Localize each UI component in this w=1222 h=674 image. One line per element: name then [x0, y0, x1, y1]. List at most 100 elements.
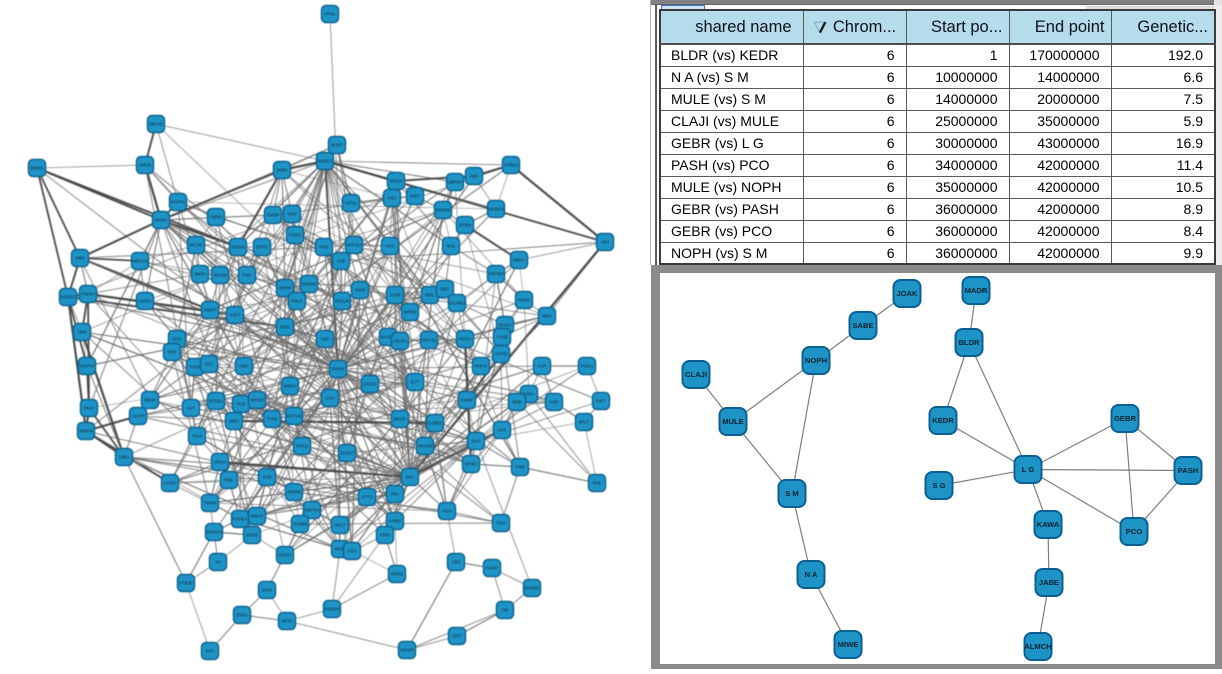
- svg-text:MADR: MADR: [965, 286, 988, 295]
- svg-text:WBII: WBII: [75, 256, 84, 261]
- svg-text:SSP: SSP: [321, 337, 330, 342]
- svg-text:JDIGL: JDIGL: [236, 613, 249, 618]
- svg-text:TJGA: TJGA: [524, 392, 535, 397]
- svg-text:KDLK: KDLK: [291, 299, 302, 304]
- svg-text:FDJI: FDJI: [496, 521, 505, 526]
- svg-text:GGGC: GGGC: [363, 382, 376, 387]
- svg-text:NFBJ: NFBJ: [282, 619, 293, 624]
- svg-text:WOCE: WOCE: [250, 398, 264, 403]
- svg-text:AITJ: AITJ: [348, 549, 357, 554]
- svg-text:PGRC: PGRC: [289, 233, 301, 238]
- svg-text:RSE: RSE: [593, 481, 602, 486]
- svg-text:OSCSL: OSCSL: [422, 338, 437, 343]
- svg-text:N A: N A: [805, 570, 818, 579]
- svg-text:NISB: NISB: [355, 288, 365, 293]
- svg-text:WUC: WUC: [84, 406, 94, 411]
- svg-text:WSPO: WSPO: [80, 364, 94, 369]
- svg-text:TWTBP: TWTBP: [488, 272, 503, 277]
- svg-text:DCG: DCG: [172, 337, 182, 342]
- svg-text:ABG: ABG: [469, 174, 479, 179]
- svg-text:DFBN: DFBN: [459, 223, 471, 228]
- svg-text:FMRD: FMRD: [210, 215, 222, 220]
- svg-text:OPCU: OPCU: [296, 444, 308, 449]
- svg-text:BFLT: BFLT: [579, 420, 590, 425]
- svg-text:HPFSU: HPFSU: [347, 243, 362, 248]
- svg-text:EKHB: EKHB: [246, 533, 258, 538]
- svg-text:BKGF: BKGF: [394, 417, 406, 422]
- svg-text:JSIJ: JSIJ: [601, 240, 609, 245]
- svg-text:ALMCH: ALMCH: [1024, 642, 1051, 651]
- svg-text:PLD: PLD: [237, 402, 245, 407]
- svg-text:WANA: WANA: [499, 323, 512, 328]
- svg-text:EPPS: EPPS: [256, 245, 268, 250]
- svg-text:FPAIL: FPAIL: [324, 12, 336, 17]
- svg-text:TNHM: TNHM: [204, 501, 217, 506]
- svg-text:SABE: SABE: [852, 321, 873, 330]
- svg-text:DLH: DLH: [472, 439, 481, 444]
- svg-text:JMRH: JMRH: [194, 272, 206, 277]
- svg-text:WPDK: WPDK: [404, 310, 417, 315]
- svg-text:LRO: LRO: [498, 428, 507, 433]
- svg-text:SAB: SAB: [263, 475, 272, 480]
- svg-text:UWU: UWU: [119, 455, 129, 460]
- svg-text:MDLP: MDLP: [251, 514, 263, 519]
- svg-text:RWPB: RWPB: [288, 490, 301, 495]
- svg-text:BMS: BMS: [280, 325, 289, 330]
- svg-text:GHJUB: GHJUB: [381, 335, 396, 340]
- svg-text:PNSD: PNSD: [518, 298, 530, 303]
- svg-text:OGITA: OGITA: [393, 339, 406, 344]
- svg-text:JOAK: JOAK: [896, 289, 918, 298]
- svg-text:HCH: HCH: [442, 509, 451, 514]
- svg-text:GEBR: GEBR: [1114, 414, 1136, 423]
- svg-text:KAWA: KAWA: [1037, 520, 1060, 529]
- svg-text:RNB: RNB: [512, 400, 521, 405]
- svg-text:MBACN: MBACN: [132, 259, 148, 264]
- svg-text:JABE: JABE: [1039, 578, 1059, 587]
- svg-text:WCRM: WCRM: [418, 444, 432, 449]
- svg-text:WNPM: WNPM: [79, 429, 93, 434]
- svg-text:NBKA: NBKA: [513, 258, 525, 263]
- svg-text:PCO: PCO: [1126, 527, 1143, 536]
- svg-text:BBAB: BBAB: [144, 398, 156, 403]
- svg-text:FBIL: FBIL: [224, 478, 234, 483]
- svg-text:JJUFP: JJUFP: [132, 414, 145, 419]
- svg-text:AUB: AUB: [337, 259, 346, 264]
- svg-text:EODM: EODM: [294, 522, 307, 527]
- svg-text:DBG: DBG: [229, 419, 239, 424]
- svg-text:JTTO: JTTO: [362, 495, 373, 500]
- svg-text:FGEU: FGEU: [581, 364, 593, 369]
- svg-text:MULE: MULE: [722, 417, 744, 426]
- svg-text:MREH: MREH: [284, 384, 297, 389]
- svg-text:NOPH: NOPH: [805, 356, 827, 365]
- svg-text:IHHDM: IHHDM: [325, 607, 340, 612]
- svg-text:LEC: LEC: [205, 362, 213, 367]
- svg-text:WLTID: WLTID: [189, 243, 202, 248]
- svg-text:KHPD: KHPD: [389, 519, 401, 524]
- svg-text:KII: KII: [215, 560, 220, 565]
- svg-text:DRPP: DRPP: [279, 286, 291, 291]
- svg-text:WKAM: WKAM: [149, 122, 163, 127]
- svg-text:GMSF: GMSF: [267, 213, 280, 218]
- svg-text:UALI: UALI: [325, 396, 335, 401]
- svg-text:SGPRA: SGPRA: [170, 200, 185, 205]
- svg-text:FLNB: FLNB: [497, 335, 508, 340]
- svg-text:MUHOJ: MUHOJ: [206, 530, 221, 535]
- svg-text:ANP: ANP: [550, 400, 559, 405]
- svg-text:GBFHC: GBFHC: [304, 508, 319, 513]
- svg-text:FWL: FWL: [242, 273, 252, 278]
- svg-text:ADG: ADG: [451, 560, 461, 565]
- svg-text:NUWCL: NUWCL: [317, 159, 333, 164]
- svg-text:RHODL: RHODL: [524, 586, 540, 591]
- svg-text:STBMJ: STBMJ: [504, 163, 518, 168]
- svg-text:OGFEC: OGFEC: [60, 295, 75, 300]
- svg-text:CUP: CUP: [537, 364, 546, 369]
- svg-text:FBI: FBI: [502, 608, 509, 613]
- svg-text:PWSH: PWSH: [82, 292, 95, 297]
- svg-text:RIRL: RIRL: [425, 293, 435, 298]
- svg-text:BLDR: BLDR: [958, 338, 980, 347]
- svg-text:IHFT: IHFT: [596, 399, 606, 404]
- svg-text:DOTUE: DOTUE: [286, 414, 301, 419]
- svg-text:KJWP: KJWP: [461, 398, 473, 403]
- svg-text:INNH: INNH: [335, 547, 346, 552]
- svg-text:PFEDL: PFEDL: [209, 399, 223, 404]
